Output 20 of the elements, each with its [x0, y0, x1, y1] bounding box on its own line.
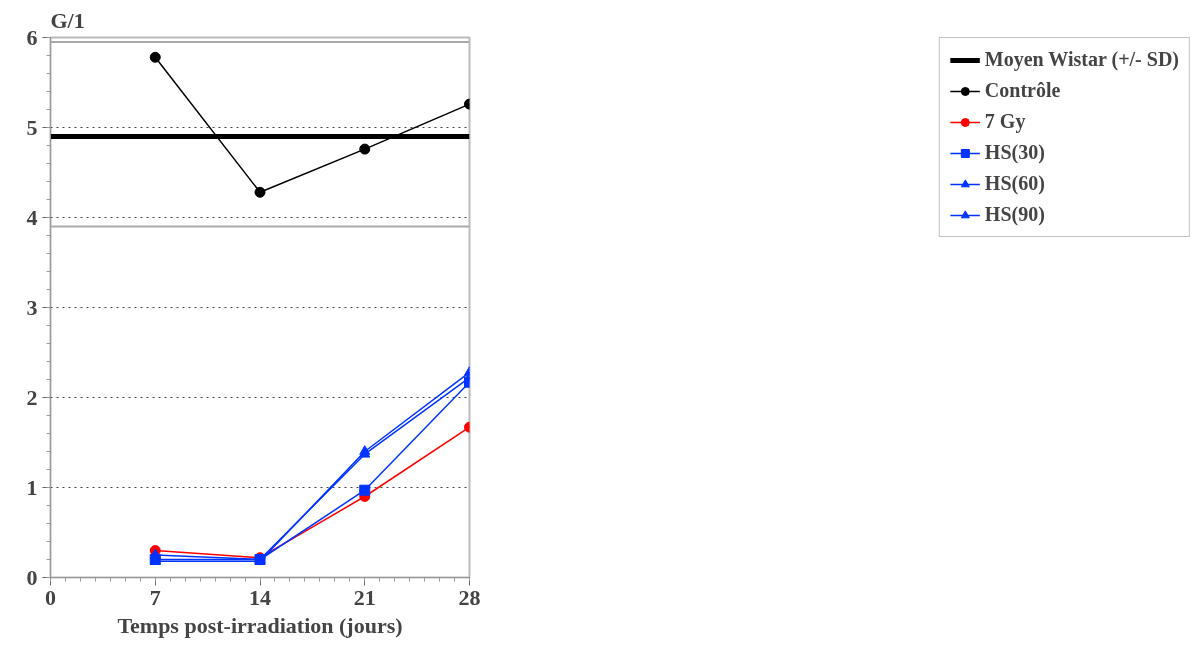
y-axis-title: G/1: [50, 7, 85, 33]
y-tick-label: 6: [26, 24, 38, 50]
legend-label: HS(60): [984, 172, 1045, 195]
y-tick-label: 3: [26, 294, 38, 320]
y-tick-label: 0: [26, 564, 38, 590]
legend-label: Moyen Wistar (+/- SD): [984, 48, 1179, 71]
x-axis-title: Temps post-irradiation (jours): [117, 612, 403, 638]
legend-label: HS(30): [984, 141, 1045, 164]
y-tick-label: 2: [26, 384, 38, 410]
y-tick-label: 4: [26, 204, 38, 230]
legend-label: Contrôle: [984, 79, 1061, 102]
legend-label: 7 Gy: [984, 110, 1026, 133]
y-tick-label: 5: [26, 114, 38, 140]
x-tick-label: 28: [458, 584, 481, 610]
x-tick-label: 14: [249, 584, 271, 610]
legend-label: HS(90): [984, 203, 1045, 226]
y-tick-label: 1: [26, 474, 38, 500]
x-tick-label: 0: [45, 584, 56, 610]
x-tick-label: 21: [353, 584, 376, 610]
x-tick-label: 7: [149, 584, 161, 610]
